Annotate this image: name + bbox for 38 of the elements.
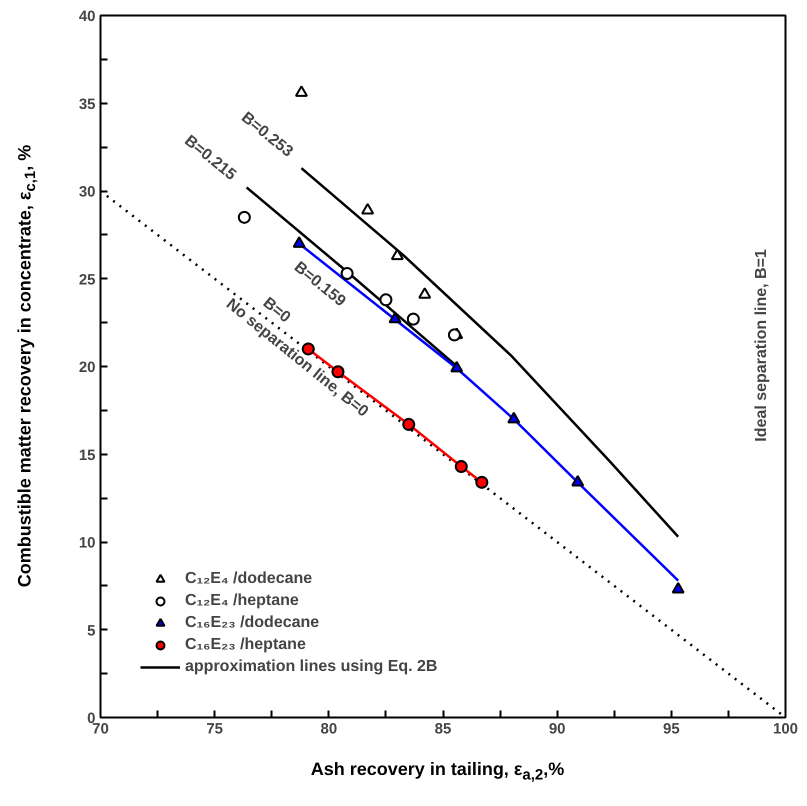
y-tick-label: 10 bbox=[78, 534, 96, 552]
point bbox=[388, 312, 402, 324]
annotation: Ideal separation line, B=1 bbox=[753, 249, 770, 442]
point bbox=[379, 293, 392, 306]
y-tick-label: 35 bbox=[78, 96, 96, 113]
point bbox=[507, 412, 520, 424]
point bbox=[672, 582, 685, 594]
point bbox=[571, 474, 584, 487]
point bbox=[390, 248, 404, 260]
y-tick-label: 25 bbox=[78, 271, 96, 288]
point bbox=[406, 312, 420, 326]
legend-label: C₁₆E₂₃ /heptane bbox=[185, 636, 306, 654]
x-tick-label: 90 bbox=[548, 720, 566, 738]
y-tick-label: 20 bbox=[78, 359, 96, 376]
point bbox=[418, 287, 432, 299]
point bbox=[402, 418, 416, 431]
point bbox=[454, 460, 468, 474]
legend-label: C₁₂E₄ /dodecane bbox=[185, 570, 312, 588]
point bbox=[361, 202, 374, 214]
point bbox=[475, 476, 488, 489]
point bbox=[450, 360, 464, 372]
x-tick-label: 85 bbox=[434, 720, 452, 738]
x-tick-label: 80 bbox=[320, 720, 338, 738]
x-tick-label: 95 bbox=[662, 720, 680, 738]
y-tick-label: 40 bbox=[78, 8, 96, 25]
y-tick-label: 15 bbox=[78, 446, 96, 464]
legend-label: C₁₆E₂₃ /dodecane bbox=[185, 614, 320, 632]
x-axis-title: Ash recovery in tailing, ε$_{a,2}$,% bbox=[310, 758, 566, 786]
y-tick-label: 30 bbox=[78, 184, 96, 200]
legend-label: C₁₂E₄ /heptane bbox=[185, 592, 299, 610]
legend-label: approximation lines using Eq. 2B bbox=[185, 658, 438, 676]
y-tick-label: 5 bbox=[87, 622, 96, 640]
point bbox=[294, 85, 308, 97]
x-tick-label: 100 bbox=[772, 720, 798, 738]
point bbox=[292, 236, 306, 248]
point bbox=[448, 328, 461, 342]
x-tick-label: 75 bbox=[206, 720, 224, 738]
point bbox=[238, 210, 251, 224]
